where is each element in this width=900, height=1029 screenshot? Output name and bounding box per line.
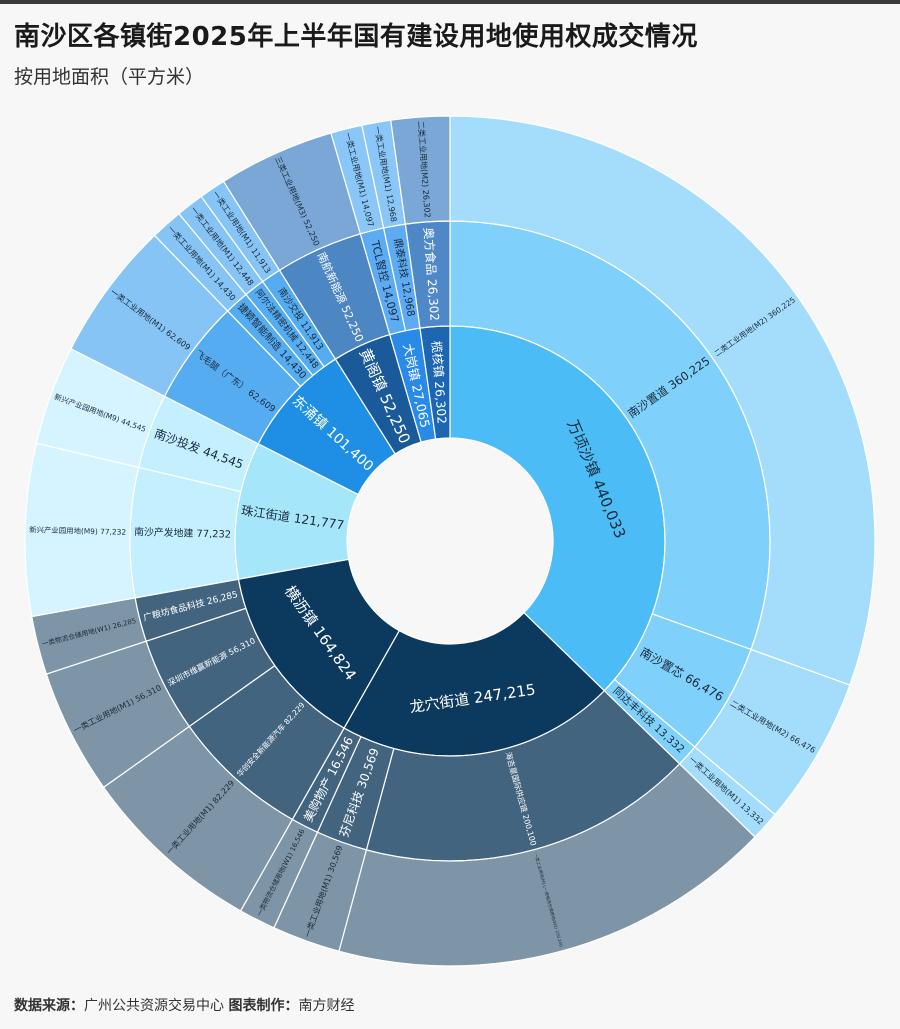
- source-value: 广州公共资源交易中心: [84, 998, 224, 1014]
- maker-value: 南方财经: [298, 998, 355, 1014]
- segment-榄核镇-奥方食品-二类工业用地-M2: [390, 115, 451, 225]
- chart-subtitle: 按用地面积（平方米）: [14, 66, 205, 88]
- maker-label: 图表制作：: [228, 998, 299, 1014]
- label-珠江街道-南沙产发地建: 南沙产发地建 77,232: [134, 525, 231, 541]
- label-榄核镇-奥方食品: 奥方食品 26,302: [421, 227, 443, 322]
- source-label: 数据来源：: [14, 998, 84, 1014]
- label-榄核镇: 榄核镇 26,302: [429, 340, 449, 424]
- label-珠江街道-南沙产发地建-新兴产业园用地-M9: 新兴产业园用地(M9) 77,232: [29, 524, 126, 537]
- footer: 数据来源：广州公共资源交易中心 图表制作：南方财经: [14, 995, 354, 1015]
- sunburst-rings: [24, 115, 876, 967]
- top-bar: [0, 0, 900, 4]
- chart-title: 南沙区各镇街2025年上半年国有建设用地使用权成交情况: [14, 22, 698, 52]
- segment-万顷沙镇-南沙置道-二类工业用地-M2: [449, 115, 876, 686]
